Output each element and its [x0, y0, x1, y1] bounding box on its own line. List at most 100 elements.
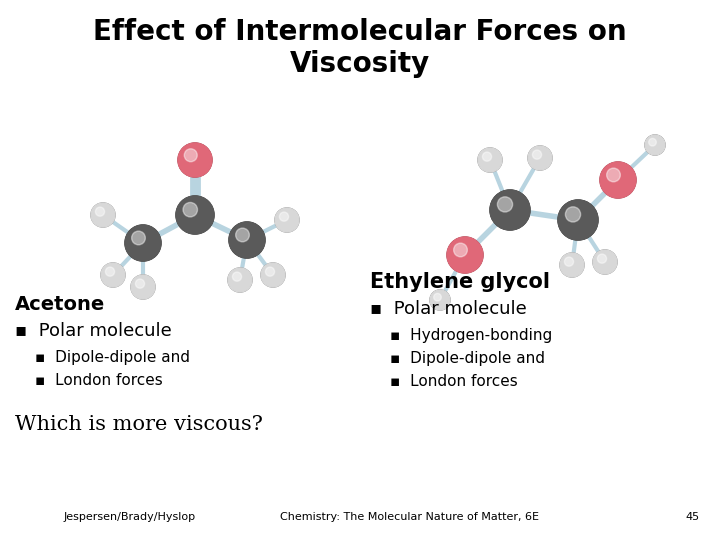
- Circle shape: [189, 210, 201, 221]
- Circle shape: [102, 264, 124, 286]
- Circle shape: [190, 155, 200, 165]
- Circle shape: [484, 154, 496, 166]
- Circle shape: [231, 225, 263, 255]
- Circle shape: [142, 286, 144, 288]
- Circle shape: [269, 272, 276, 279]
- Circle shape: [483, 153, 497, 167]
- Circle shape: [480, 151, 500, 170]
- Circle shape: [246, 239, 248, 241]
- Circle shape: [275, 208, 299, 232]
- Circle shape: [485, 155, 495, 165]
- Circle shape: [131, 275, 155, 299]
- Circle shape: [132, 231, 145, 245]
- Circle shape: [534, 152, 546, 164]
- Circle shape: [490, 190, 530, 230]
- Circle shape: [229, 222, 265, 258]
- Circle shape: [496, 196, 524, 224]
- Circle shape: [537, 155, 543, 161]
- Circle shape: [268, 270, 278, 280]
- Circle shape: [135, 235, 150, 251]
- Circle shape: [108, 270, 118, 280]
- Circle shape: [192, 157, 199, 164]
- Circle shape: [136, 237, 150, 249]
- Circle shape: [432, 292, 448, 308]
- Circle shape: [612, 174, 624, 186]
- Circle shape: [603, 260, 607, 264]
- Circle shape: [437, 297, 443, 303]
- Circle shape: [577, 219, 580, 221]
- Circle shape: [570, 211, 587, 228]
- Circle shape: [267, 269, 279, 281]
- Circle shape: [106, 268, 120, 282]
- Circle shape: [281, 214, 294, 226]
- Circle shape: [433, 293, 447, 307]
- Circle shape: [614, 177, 621, 184]
- Circle shape: [431, 291, 449, 309]
- Circle shape: [140, 239, 147, 247]
- Circle shape: [494, 194, 526, 226]
- Circle shape: [432, 292, 449, 308]
- Circle shape: [458, 248, 472, 262]
- Circle shape: [283, 215, 292, 225]
- Text: Effect of Intermolecular Forces on: Effect of Intermolecular Forces on: [93, 18, 627, 46]
- Circle shape: [232, 225, 262, 255]
- Circle shape: [178, 198, 212, 232]
- Circle shape: [233, 272, 242, 281]
- Circle shape: [616, 178, 621, 183]
- Circle shape: [281, 214, 293, 226]
- Circle shape: [102, 214, 104, 216]
- Circle shape: [94, 206, 112, 224]
- Circle shape: [137, 281, 149, 293]
- Circle shape: [187, 207, 202, 222]
- Circle shape: [132, 276, 154, 298]
- Circle shape: [491, 191, 528, 228]
- Circle shape: [567, 260, 577, 270]
- Circle shape: [101, 263, 125, 287]
- Circle shape: [268, 270, 278, 280]
- Circle shape: [235, 274, 246, 286]
- Circle shape: [279, 212, 294, 227]
- Circle shape: [110, 272, 116, 278]
- Circle shape: [503, 204, 517, 217]
- Circle shape: [464, 254, 467, 256]
- Circle shape: [266, 267, 274, 276]
- Circle shape: [503, 202, 518, 217]
- Circle shape: [192, 212, 197, 218]
- Circle shape: [452, 242, 477, 268]
- Circle shape: [490, 191, 529, 229]
- Circle shape: [181, 201, 209, 229]
- Circle shape: [276, 210, 297, 231]
- Circle shape: [109, 272, 117, 279]
- Circle shape: [180, 200, 210, 230]
- Circle shape: [96, 208, 110, 222]
- Circle shape: [91, 204, 114, 227]
- Circle shape: [91, 203, 115, 227]
- Circle shape: [594, 251, 616, 273]
- Circle shape: [536, 154, 544, 162]
- Circle shape: [105, 267, 121, 283]
- Circle shape: [188, 153, 202, 167]
- Circle shape: [480, 150, 500, 171]
- Circle shape: [112, 273, 114, 276]
- Circle shape: [604, 166, 632, 194]
- Circle shape: [99, 211, 107, 219]
- Circle shape: [239, 279, 240, 281]
- Circle shape: [184, 148, 207, 171]
- Circle shape: [176, 197, 213, 233]
- Circle shape: [107, 268, 120, 282]
- Circle shape: [455, 245, 475, 265]
- Text: ▪  London forces: ▪ London forces: [390, 374, 518, 389]
- Circle shape: [601, 163, 635, 197]
- Circle shape: [608, 170, 628, 190]
- Circle shape: [560, 253, 584, 277]
- Circle shape: [236, 276, 243, 284]
- Circle shape: [272, 274, 274, 276]
- Circle shape: [487, 158, 492, 163]
- Circle shape: [127, 227, 159, 259]
- Text: Which is more viscous?: Which is more viscous?: [15, 415, 263, 434]
- Circle shape: [447, 237, 483, 273]
- Circle shape: [602, 259, 608, 265]
- Text: Jespersen/Brady/Hyslop: Jespersen/Brady/Hyslop: [64, 512, 196, 522]
- Circle shape: [435, 295, 446, 305]
- Circle shape: [570, 212, 586, 228]
